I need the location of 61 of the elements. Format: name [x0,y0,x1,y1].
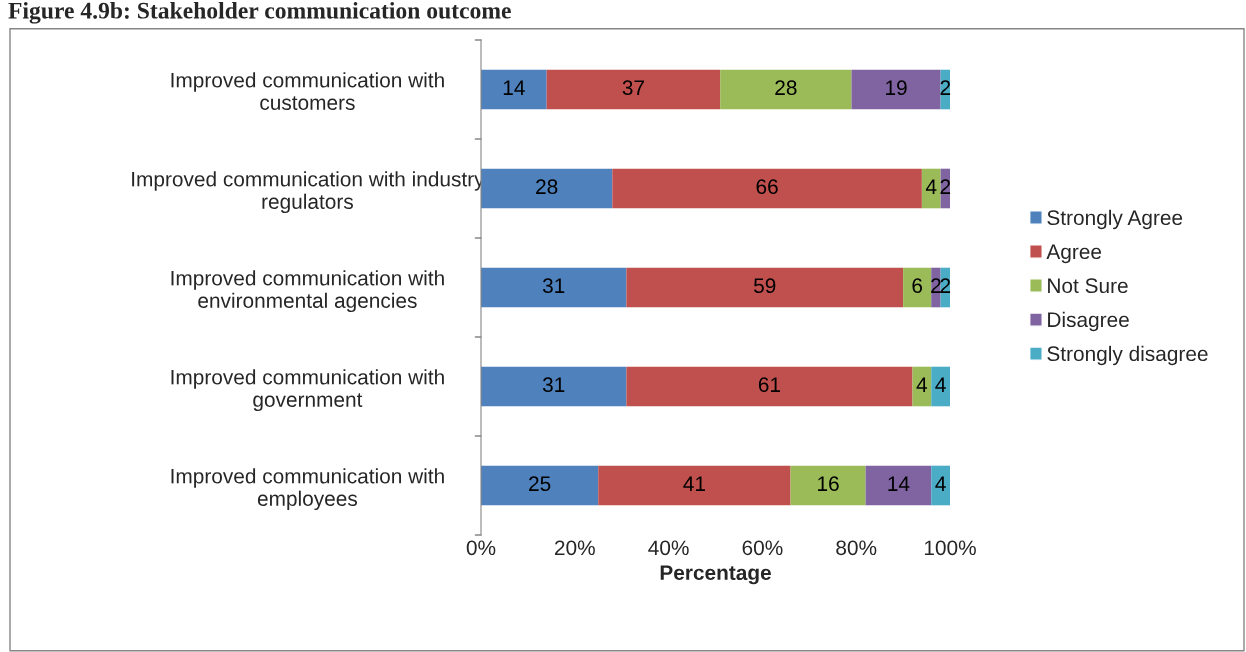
y-tick-label: Improved communication with environmental agencies [171,270,444,313]
bar [921,168,941,209]
bar [912,366,932,407]
data-label: 31 [542,377,565,393]
data-label: 16 [818,476,839,492]
bar [612,168,922,209]
bar [598,465,791,506]
x-tick-label: 80% [836,540,877,556]
x-tick-label: 20% [555,540,595,556]
data-label: 59 [753,278,776,294]
data-label: 4 [925,179,937,194]
bar [546,69,721,110]
legend-label: Strongly Agree [1047,209,1183,230]
data-label: 2 [931,278,941,293]
bar [931,366,950,407]
bar [720,69,852,110]
data-label: 14 [888,476,910,491]
bar [481,465,599,506]
x-tick-label: 60% [742,540,783,556]
data-label: 2 [940,179,951,194]
data-label: 4 [916,377,928,392]
bar [931,465,950,506]
bar [790,465,866,506]
y-tick-label: Improved communication with customers [171,72,444,110]
legend-label: Disagree [1048,311,1129,332]
text: Figure 4.9b: Stakeholder communication outcome [8,2,511,24]
bar [481,69,547,110]
data-label: 2 [940,278,951,293]
bar [903,267,932,308]
legend-label: Not Sure [1048,278,1128,294]
bar [851,69,941,110]
bar [481,168,613,209]
data-label: 37 [622,80,644,96]
data-label: 4 [935,476,946,491]
bar [481,366,627,407]
legend-label: Strongly disagree [1047,345,1208,366]
x-tick-label: 40% [648,540,689,556]
bar [626,267,904,308]
data-label: 66 [756,179,778,195]
data-label: 6 [912,278,923,294]
legend-label: Agree [1046,244,1102,264]
x-tick-label: 100% [924,540,976,556]
data-label: 31 [542,278,565,294]
data-label: 2 [940,80,951,95]
data-label: 61 [758,377,781,393]
y-tick-label: Improved communication with industry regulators [132,171,485,214]
y-tick-label: Improved communication with employees [171,468,444,511]
data-label: 4 [935,377,946,392]
data-label: 25 [529,476,551,492]
bar [626,366,913,407]
data-label: 41 [683,476,705,491]
y-tick-label: Improved communication with government [171,369,444,412]
bar [865,465,932,506]
data-label: 28 [536,179,558,195]
x-tick-label: 0% [466,540,496,556]
data-label: 19 [886,80,907,96]
data-label: 28 [775,80,797,96]
data-label: 14 [503,80,525,95]
x-axis-title: Percentage [660,565,771,585]
bar [931,267,941,308]
bar [481,267,627,308]
